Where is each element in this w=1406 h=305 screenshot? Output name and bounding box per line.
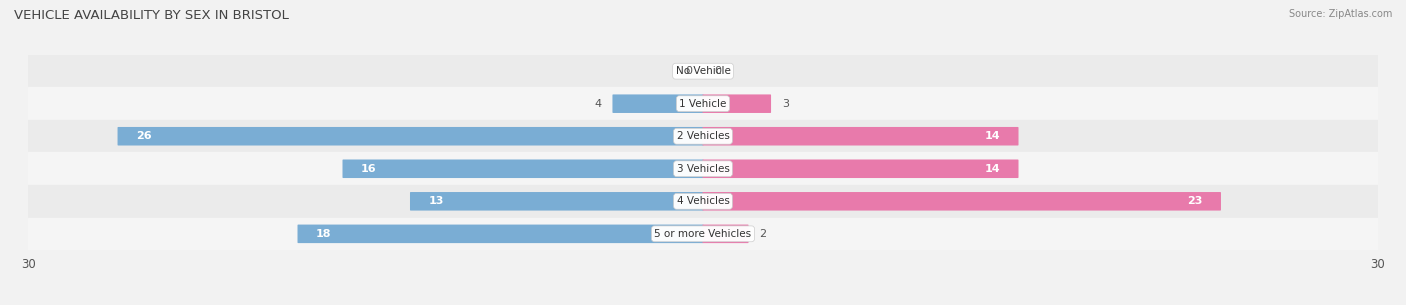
Text: 1 Vehicle: 1 Vehicle (679, 99, 727, 109)
Text: 5 or more Vehicles: 5 or more Vehicles (654, 229, 752, 239)
FancyBboxPatch shape (298, 224, 703, 243)
Text: No Vehicle: No Vehicle (675, 66, 731, 76)
FancyBboxPatch shape (703, 192, 1220, 210)
Text: 14: 14 (984, 164, 1000, 174)
FancyBboxPatch shape (343, 160, 703, 178)
Bar (28, 217, 1378, 250)
Text: Source: ZipAtlas.com: Source: ZipAtlas.com (1288, 9, 1392, 19)
Bar (28, 120, 1378, 152)
Text: 4 Vehicles: 4 Vehicles (676, 196, 730, 206)
Bar (28, 185, 1378, 217)
Text: 23: 23 (1187, 196, 1202, 206)
Text: 13: 13 (429, 196, 444, 206)
FancyBboxPatch shape (411, 192, 703, 210)
FancyBboxPatch shape (703, 224, 748, 243)
Text: 18: 18 (316, 229, 332, 239)
Text: 0: 0 (714, 66, 721, 76)
Text: 4: 4 (595, 99, 602, 109)
Bar (28, 152, 1378, 185)
FancyBboxPatch shape (703, 127, 1018, 145)
Text: 0: 0 (685, 66, 692, 76)
Text: 26: 26 (136, 131, 152, 141)
Text: VEHICLE AVAILABILITY BY SEX IN BRISTOL: VEHICLE AVAILABILITY BY SEX IN BRISTOL (14, 9, 290, 22)
Bar (28, 88, 1378, 120)
Text: 2 Vehicles: 2 Vehicles (676, 131, 730, 141)
Text: 2: 2 (759, 229, 766, 239)
FancyBboxPatch shape (613, 95, 703, 113)
Text: 14: 14 (984, 131, 1000, 141)
Text: 3 Vehicles: 3 Vehicles (676, 164, 730, 174)
FancyBboxPatch shape (703, 95, 770, 113)
FancyBboxPatch shape (118, 127, 703, 145)
Bar (28, 55, 1378, 88)
Text: 16: 16 (361, 164, 377, 174)
Text: 3: 3 (782, 99, 789, 109)
FancyBboxPatch shape (703, 160, 1018, 178)
